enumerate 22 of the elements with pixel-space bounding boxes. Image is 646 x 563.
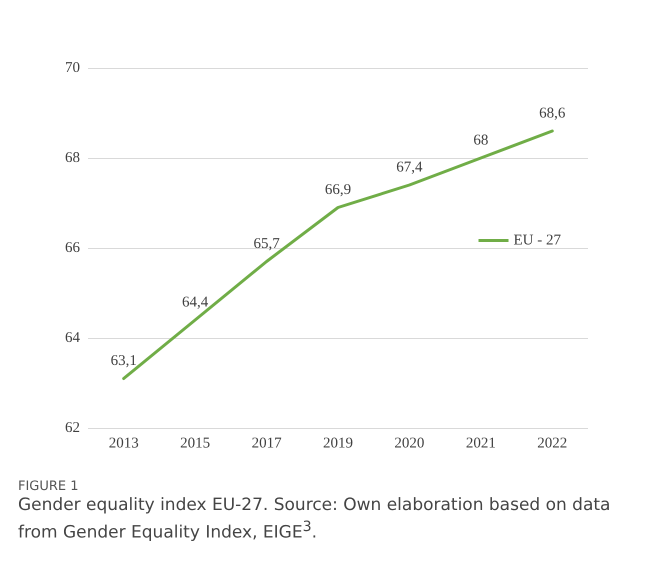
y-tick-label: 70 [65,60,80,76]
x-tick-label: 2022 [537,436,568,452]
data-label: 65,7 [253,236,280,252]
data-label: 66,9 [324,182,352,198]
data-label: 68 [473,132,488,148]
x-tick-label: 2017 [252,436,282,452]
caption: FIGURE 1 [18,479,80,494]
text: Gender equality index EU-27. Source: Own elaboration based on data from Gender Equality Index, EIGE$^{3}$. [18,494,612,544]
x-tick-label: 2020 [394,436,424,452]
data-label: 68,6 [539,106,566,122]
y-tick-label: 66 [65,240,80,256]
x-tick-label: 2015 [180,436,210,452]
data-label: 67,4 [396,160,424,176]
x-tick-label: 2013 [108,436,139,452]
legend-label: EU - 27 [514,232,562,248]
y-tick-label: 68 [65,150,80,166]
data-label: 63,1 [110,353,137,369]
x-tick-label: 2019 [323,436,353,452]
x-tick-label: 2021 [466,436,496,452]
y-tick-label: 62 [65,420,80,436]
y-tick-label: 64 [65,330,80,346]
data-label: 64,4 [182,294,209,310]
